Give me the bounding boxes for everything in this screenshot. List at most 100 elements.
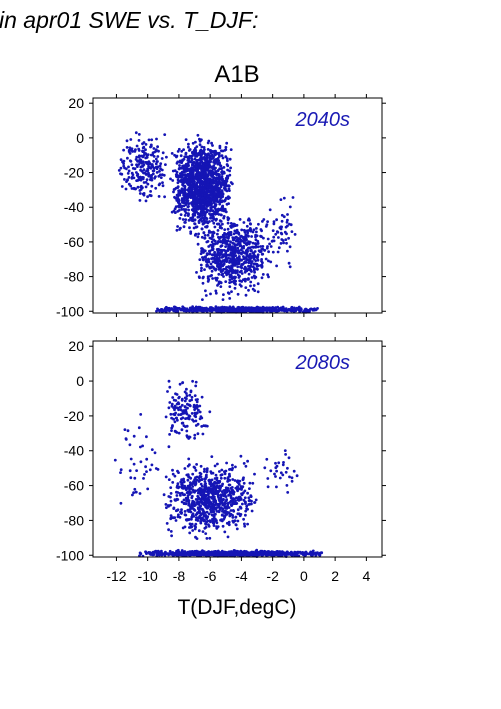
scatter-point: [187, 205, 190, 208]
scatter-point: [145, 162, 149, 165]
scatter-point: [200, 425, 204, 428]
scatter-point: [194, 204, 198, 208]
scatter-point: [204, 306, 208, 310]
scatter-point: [169, 486, 173, 489]
scatter-point: [150, 448, 154, 451]
scatter-point: [220, 506, 223, 510]
scatter-point: [149, 178, 152, 182]
scatter-point: [193, 466, 197, 470]
scatter-point: [191, 529, 195, 532]
scatter-point: [273, 472, 276, 476]
scatter-point: [203, 234, 207, 237]
scatter-point: [199, 263, 203, 267]
scatter-point: [178, 551, 182, 555]
scatter-point: [250, 276, 254, 279]
scatter-point: [179, 510, 182, 514]
scatter-point: [137, 426, 141, 430]
scatter-point: [224, 280, 228, 283]
scatter-point: [254, 238, 258, 242]
x-tick-label: -6: [204, 568, 217, 584]
scatter-point: [212, 217, 216, 221]
scatter-point: [152, 159, 156, 163]
scatter-point: [188, 531, 192, 535]
scatter-point: [209, 169, 212, 173]
scatter-point: [239, 551, 243, 555]
scatter-point: [175, 173, 179, 177]
scatter-point: [212, 238, 216, 242]
scatter-point: [164, 475, 168, 479]
scatter-point: [227, 231, 231, 235]
scatter-point: [218, 181, 222, 184]
scatter-point: [248, 481, 252, 485]
scatter-point: [178, 217, 182, 220]
scatter-point: [211, 247, 215, 250]
scatter-point: [176, 225, 180, 228]
scatter-point: [228, 259, 232, 263]
scatter-point: [197, 529, 201, 533]
scatter-point: [203, 249, 207, 253]
scatter-point: [188, 154, 192, 158]
scatter-point: [155, 137, 158, 141]
scatter-point: [136, 172, 140, 176]
scatter-point: [221, 199, 224, 203]
scatter-point: [244, 309, 248, 313]
scatter-point: [224, 155, 228, 159]
scatter-point: [177, 198, 181, 202]
scatter-point: [177, 209, 181, 212]
scatter-point: [212, 499, 216, 503]
scatter-point: [215, 242, 219, 245]
scatter-point: [240, 272, 244, 275]
scatter-point: [161, 181, 164, 185]
scatter-point: [215, 526, 219, 529]
scatter-point: [188, 399, 192, 403]
scatter-point: [192, 553, 195, 556]
scatter-point: [123, 178, 126, 181]
scatter-point: [144, 465, 148, 469]
scatter-point: [190, 482, 194, 486]
scatter-point: [244, 502, 247, 506]
scatter-point: [195, 158, 199, 162]
scatter-point: [245, 224, 249, 228]
scatter-point: [173, 195, 176, 199]
scatter-point: [185, 387, 188, 391]
scatter-point: [119, 471, 122, 474]
scatter-point: [216, 479, 220, 483]
scatter-point: [137, 155, 141, 159]
scatter-point: [206, 185, 209, 189]
scatter-point: [204, 552, 208, 556]
scatter-point: [233, 236, 237, 240]
scatter-point: [231, 498, 235, 502]
scatter-point: [285, 309, 289, 313]
scatter-point: [177, 189, 181, 193]
scatter-point: [146, 169, 150, 173]
scatter-point: [216, 200, 220, 204]
scatter-point: [197, 307, 201, 311]
scatter-point: [205, 253, 209, 257]
scatter-point: [227, 184, 231, 188]
scatter-point: [220, 269, 224, 272]
scatter-point: [199, 269, 203, 272]
scatter-point: [240, 264, 243, 267]
scatter-point: [220, 244, 223, 248]
scatter-point: [239, 498, 243, 501]
scatter-point: [227, 236, 230, 240]
scatter-point: [244, 269, 248, 273]
y-tick-label: -20: [64, 408, 84, 424]
scatter-point: [206, 275, 210, 279]
scatter-point: [233, 254, 237, 257]
scatter-point: [256, 282, 260, 286]
scatter-point: [232, 270, 236, 274]
scatter-point: [206, 148, 210, 151]
scatter-point: [222, 248, 226, 252]
scatter-point: [193, 210, 197, 213]
scatter-point: [169, 412, 173, 416]
scatter-point: [223, 470, 226, 474]
scatter-point: [149, 551, 153, 555]
scatter-point: [170, 210, 174, 214]
scatter-point: [214, 209, 218, 213]
scatter-point: [186, 192, 190, 196]
scatter-point: [199, 415, 203, 418]
scatter-point: [205, 470, 209, 474]
scatter-point: [227, 489, 231, 492]
